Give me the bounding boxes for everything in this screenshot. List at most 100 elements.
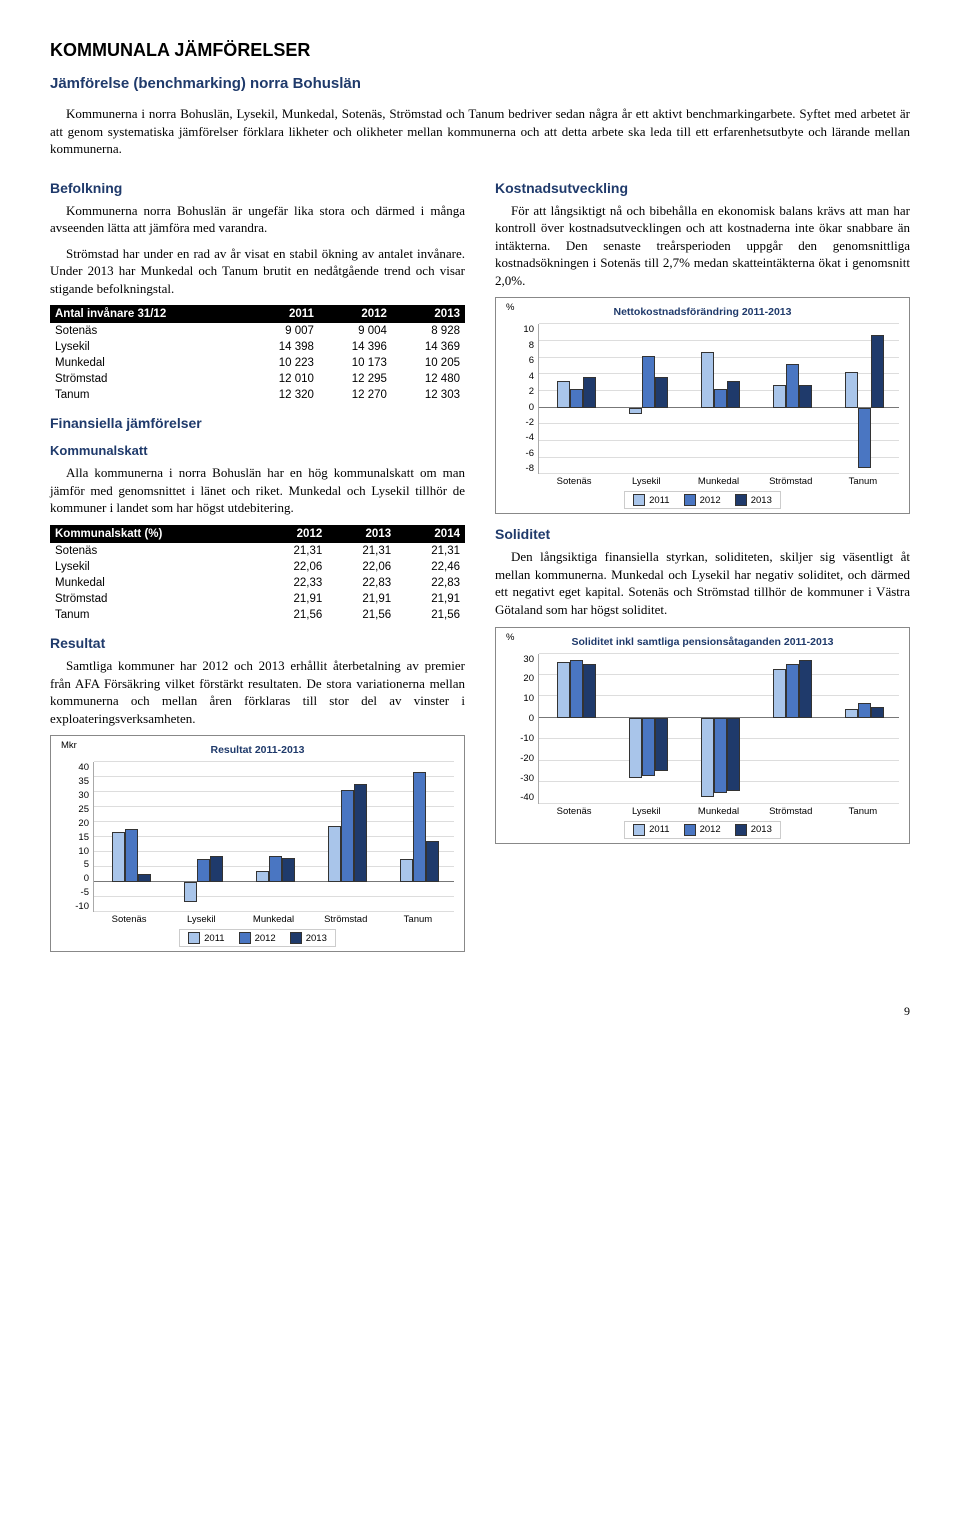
chart-category-group [611,324,683,474]
table-cell: Strömstad [50,591,258,607]
chart-category-group [755,324,827,474]
chart-legend-item: 2011 [188,932,224,944]
table-cell: 21,91 [258,591,327,607]
chart-bar [786,364,799,408]
table-cell: 21,56 [396,607,465,623]
table-cell: 21,91 [396,591,465,607]
resultat-p1: Samtliga kommuner har 2012 och 2013 erhå… [50,657,465,727]
chart-plot [93,762,454,912]
chart-category-group [539,654,611,804]
chart-bar [112,832,125,882]
chart-bar [871,335,884,408]
table-cell: 12 295 [319,371,392,387]
table-cell: 12 303 [392,387,465,403]
heading-finansiella: Finansiella jämförelser [50,415,465,431]
legend-swatch-icon [684,824,696,836]
chart-bar [845,709,858,717]
table-cell: 22,06 [327,559,396,575]
table-cell: 12 480 [392,371,465,387]
table-header-cell: Kommunalskatt (%) [50,525,258,543]
chart-legend: 201120122013 [624,491,781,509]
chart-bar [210,856,223,882]
chart-bar [655,377,668,408]
chart-bar [727,381,740,408]
chart-bar [858,703,871,718]
chart-bar [773,385,786,408]
chart-bar [642,718,655,776]
chart-category-group [238,762,310,912]
chart-category-group [382,762,454,912]
table-cell: 14 398 [246,339,319,355]
table-row: Strömstad21,9121,9121,91 [50,591,465,607]
chart-legend-item: 2011 [633,824,669,836]
table-header-cell: 2012 [319,305,392,323]
chart-legend: 2011 2012 2013 [179,929,336,947]
chart-y-axis: 1086420-2-4-6-8 [506,324,538,474]
chart-bar [701,352,714,408]
chart-x-axis: SotenäsLysekilMunkedalStrömstadTanum [538,476,899,487]
table-cell: 22,46 [396,559,465,575]
table-header-cell: 2012 [258,525,327,543]
chart-legend-item: 2012 [684,494,721,506]
table-cell: 12 270 [319,387,392,403]
heading-befolkning: Befolkning [50,180,465,196]
chart-category-group [683,324,755,474]
kostnad-p1: För att långsiktigt nå och bibehålla en … [495,202,910,290]
table-header-cell: 2013 [327,525,396,543]
chart-legend-item: 2011 [633,494,669,506]
chart-bar [655,718,668,771]
chart-legend-item: 2012 [239,932,276,944]
chart-plot [538,654,899,804]
chart-resultat: MkrResultat 2011-20134035302520151050-5-… [50,735,465,952]
chart-title: Resultat 2011-2013 [61,744,454,756]
kommunalskatt-p1: Alla kommunerna i norra Bohuslän har en … [50,464,465,517]
chart-bar [125,829,138,882]
table-row: Sotenäs9 0079 0048 928 [50,323,465,339]
chart-bar [184,882,197,902]
table-row: Tanum12 32012 27012 303 [50,387,465,403]
chart-x-axis: SotenäsLysekilMunkedalStrömstadTanum [93,914,454,925]
chart-category-group [611,654,683,804]
chart-nettokostnad: %Nettokostnadsförändring 2011-2013108642… [495,297,910,514]
table-row: Lysekil22,0622,0622,46 [50,559,465,575]
soliditet-p1: Den långsiktiga finansiella styrkan, sol… [495,548,910,618]
legend-swatch-icon [290,932,302,944]
chart-bar [714,718,727,793]
chart-bar [583,377,596,408]
chart-bar [256,871,269,882]
chart-bar [400,859,413,882]
page-number: 9 [50,1004,910,1019]
table-cell: 21,91 [327,591,396,607]
legend-swatch-icon [735,824,747,836]
table-row: Munkedal22,3322,8322,83 [50,575,465,591]
table-row: Strömstad12 01012 29512 480 [50,371,465,387]
chart-bar [197,859,210,882]
table-row: Lysekil14 39814 39614 369 [50,339,465,355]
page-title: KOMMUNALA JÄMFÖRELSER [50,40,910,61]
table-header-cell: 2014 [396,525,465,543]
table-cell: 21,56 [258,607,327,623]
table-cell: 10 205 [392,355,465,371]
table-cell: Sotenäs [50,323,246,339]
chart-bar [799,385,812,408]
legend-swatch-icon [633,494,645,506]
chart-bar [138,874,151,882]
table-row: Tanum21,5621,5621,56 [50,607,465,623]
chart-bar [328,826,341,882]
chart-title: Soliditet inkl samtliga pensionsåtagande… [506,636,899,648]
chart-y-axis: 4035302520151050-5-10 [61,762,93,912]
chart-category-group [755,654,827,804]
chart-bar [570,389,583,408]
chart-bar [354,784,367,882]
table-cell: 21,31 [258,543,327,559]
table-cell: 22,83 [396,575,465,591]
chart-bar [413,772,426,882]
chart-legend-item: 2013 [290,932,327,944]
chart-bar [786,664,799,717]
befolkning-p1: Kommunerna norra Bohuslän är ungefär lik… [50,202,465,237]
chart-title: Nettokostnadsförändring 2011-2013 [506,306,899,318]
chart-bar [570,660,583,718]
legend-swatch-icon [239,932,251,944]
table-row: Sotenäs21,3121,3121,31 [50,543,465,559]
table-cell: 12 320 [246,387,319,403]
